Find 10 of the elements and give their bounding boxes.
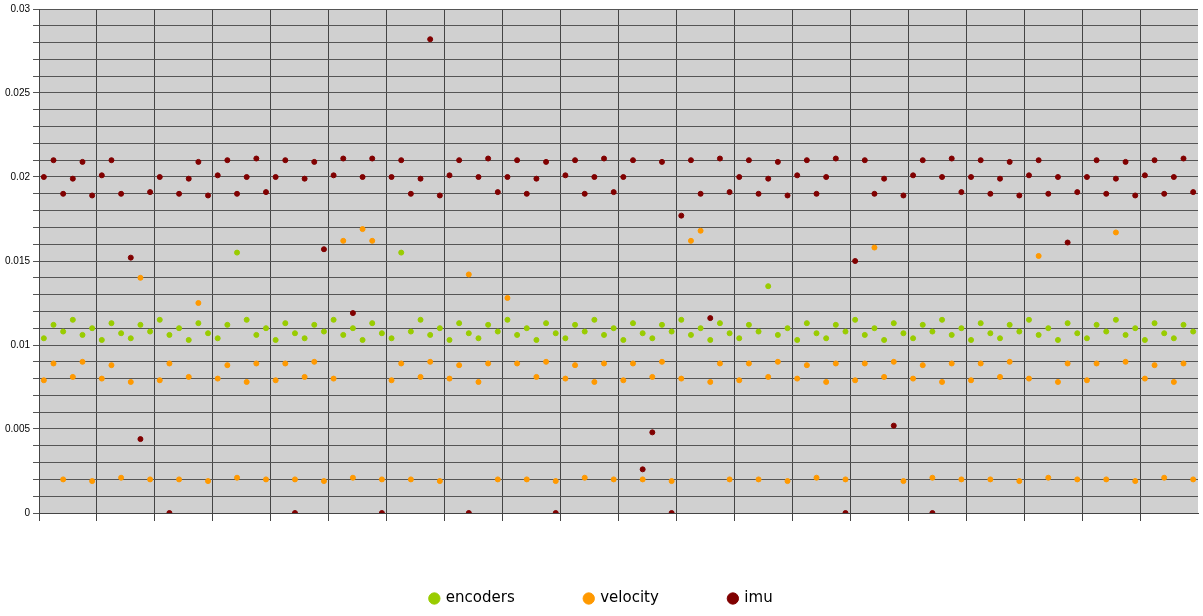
y-tick-label: 0.025: [4, 86, 31, 98]
y-tick-label: 0.02: [10, 170, 31, 182]
legend-label: imu: [744, 588, 773, 607]
y-tick-label: 0.01: [10, 338, 31, 350]
y-tick-label: 0: [24, 506, 31, 518]
legend-label: velocity: [600, 588, 659, 607]
y-tick-label: 0.03: [10, 2, 31, 14]
legend-label: encoders: [445, 588, 515, 607]
y-tick-label: 0.015: [4, 254, 31, 266]
y-tick-label: 0.005: [4, 422, 31, 434]
